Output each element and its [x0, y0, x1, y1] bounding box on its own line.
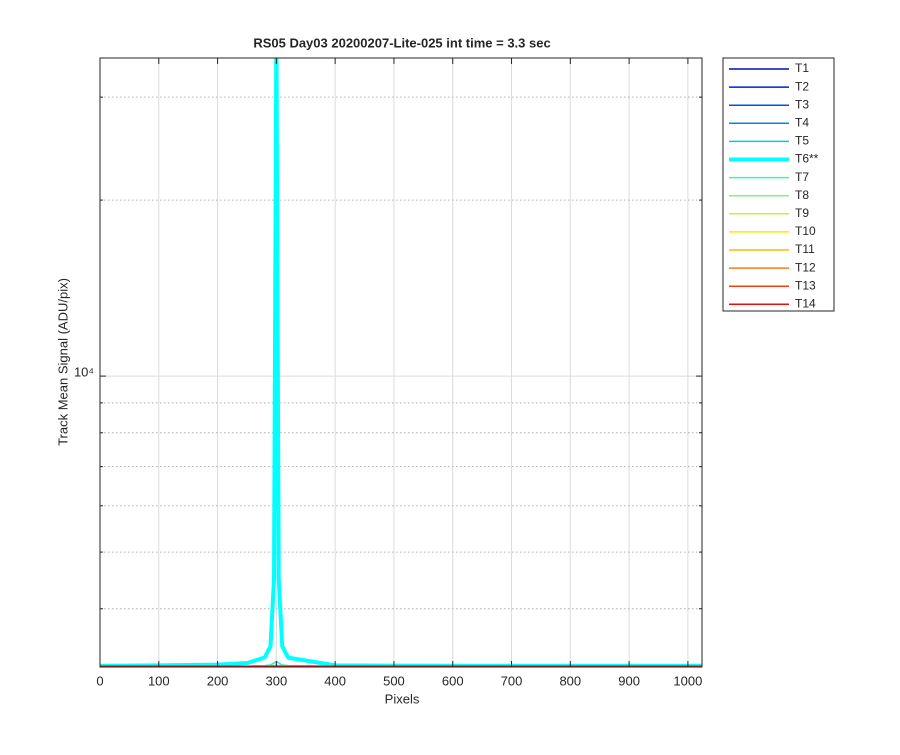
legend-label: T7 [795, 170, 809, 184]
legend-label: T11 [795, 242, 815, 256]
legend-label: T1 [795, 61, 809, 75]
legend-label: T2 [795, 79, 809, 93]
plot-area [100, 58, 702, 667]
x-tick-label: 0 [96, 673, 103, 688]
legend-label: T14 [795, 296, 816, 310]
legend-label: T5 [795, 134, 809, 148]
x-tick-label: 300 [266, 673, 288, 688]
legend-label: T12 [795, 260, 816, 274]
legend-label: T8 [795, 188, 809, 202]
x-tick-label: 1000 [673, 673, 702, 688]
x-axis-label: Pixels [385, 691, 420, 706]
legend-label: T4 [795, 115, 809, 129]
legend-label: T10 [795, 224, 816, 238]
x-tick-label: 100 [148, 673, 170, 688]
chart-title: RS05 Day03 20200207-Lite-025 int time = … [253, 35, 550, 50]
legend-label: T3 [795, 97, 809, 111]
x-tick-label: 700 [501, 673, 523, 688]
legend-label: T6** [795, 152, 819, 166]
y-axis-label: Track Mean Signal (ADU/pix) [55, 278, 70, 446]
legend-label: T13 [795, 278, 816, 292]
x-tick-label: 200 [207, 673, 229, 688]
x-tick-label: 600 [442, 673, 464, 688]
x-tick-label: 400 [324, 673, 346, 688]
legend-label: T9 [795, 206, 809, 220]
x-tick-label: 900 [618, 673, 640, 688]
x-tick-label: 800 [559, 673, 581, 688]
x-tick-label: 500 [383, 673, 405, 688]
y-tick-label: 10⁴ [74, 365, 94, 380]
legend-box [723, 58, 834, 311]
